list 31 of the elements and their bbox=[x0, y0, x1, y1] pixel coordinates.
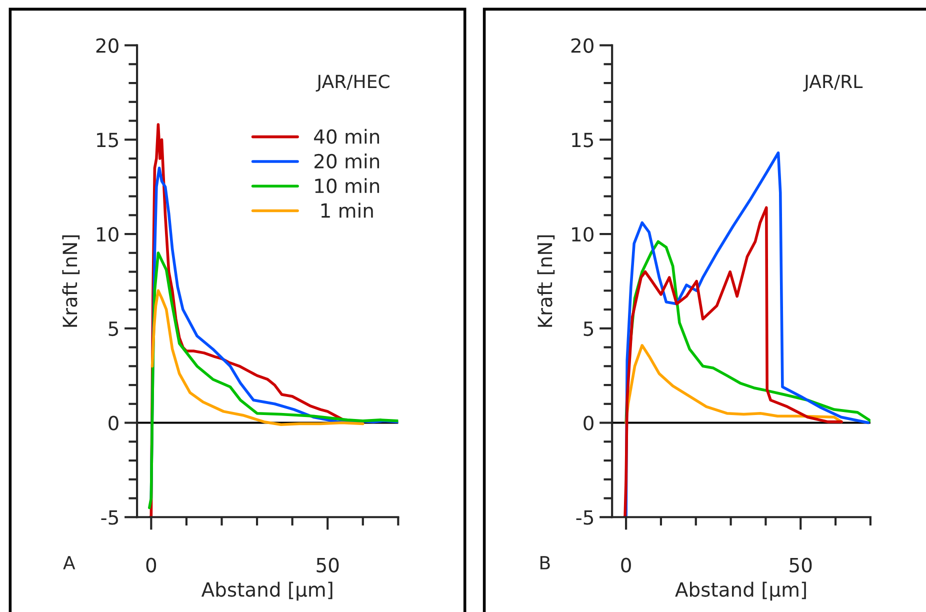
text: JAR/HEC bbox=[316, 74, 390, 92]
line-series bbox=[150, 289, 364, 426]
y-tick-label: 5 bbox=[584, 322, 594, 336]
text: JAR/RL bbox=[803, 74, 863, 92]
y-axis-title: Kraft [nN] bbox=[62, 235, 80, 327]
y-tick-label: 0 bbox=[584, 416, 594, 430]
y-tick-label: -5 bbox=[576, 510, 594, 525]
x-axis-title: Abstand [µm] bbox=[201, 582, 332, 601]
y-tick-label: 10 bbox=[572, 226, 594, 242]
y-axis-title: Kraft [nN] bbox=[537, 235, 555, 327]
x-tick-label: 50 bbox=[790, 558, 812, 572]
x-tick-label: 0 bbox=[146, 558, 156, 572]
y-tick-label: 15 bbox=[97, 132, 118, 148]
y-tick-label: 20 bbox=[96, 38, 118, 53]
x-tick-label: 50 bbox=[316, 558, 339, 572]
line-series bbox=[148, 252, 398, 510]
x-tick-label: 0 bbox=[621, 558, 631, 572]
line-series bbox=[624, 206, 843, 518]
y-tick-label: 5 bbox=[108, 322, 118, 336]
legend-label: 1 min bbox=[321, 202, 373, 218]
text: B bbox=[540, 556, 550, 570]
legend-label: 20 min bbox=[314, 154, 380, 169]
y-tick-label: 15 bbox=[572, 132, 594, 148]
x-axis-title: Abstand [µm] bbox=[675, 582, 806, 601]
text: A bbox=[63, 556, 76, 570]
legend-label: 10 min bbox=[315, 178, 380, 194]
legend-label: 40 min bbox=[314, 128, 380, 144]
y-tick-label: 20 bbox=[571, 38, 594, 53]
y-tick-label: -5 bbox=[101, 510, 118, 525]
y-tick-label: 0 bbox=[108, 416, 118, 430]
y-tick-label: 10 bbox=[97, 226, 118, 242]
